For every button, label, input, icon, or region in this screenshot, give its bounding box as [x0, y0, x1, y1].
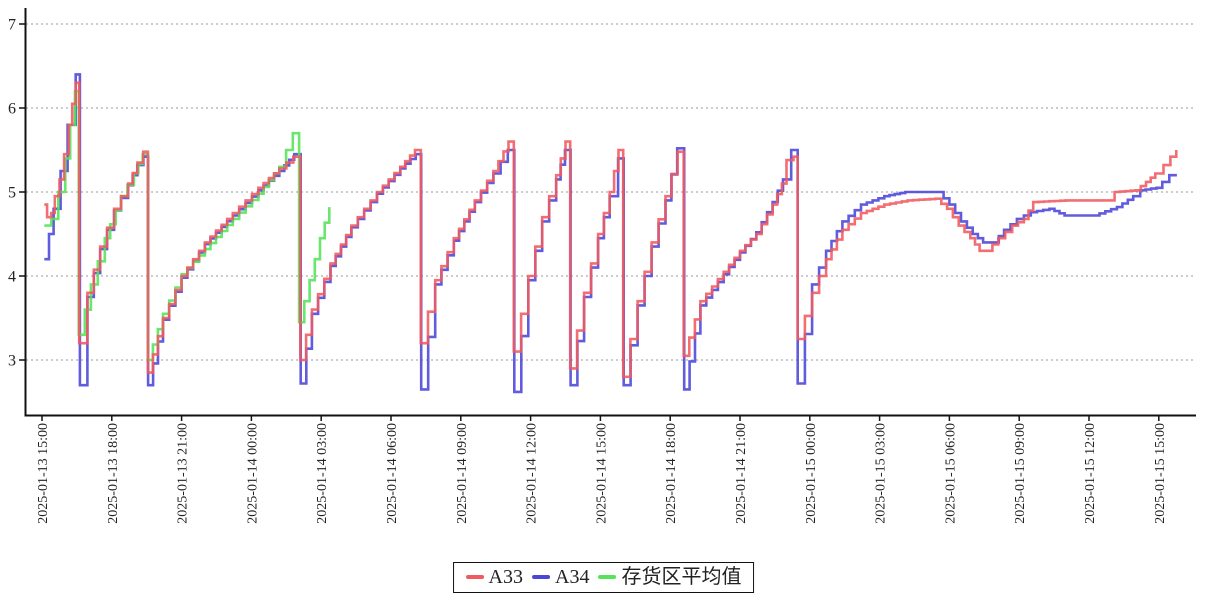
- legend-label-a34: A34: [555, 566, 590, 588]
- y-tick-label: 7: [8, 17, 16, 34]
- x-tick-label: 2025-01-13 18:00: [106, 423, 121, 524]
- x-tick-label: 2025-01-15 09:00: [1013, 423, 1028, 524]
- x-tick-label: 2025-01-14 06:00: [385, 423, 400, 524]
- x-tick-label: 2025-01-14 12:00: [525, 423, 540, 524]
- legend: A33 A34 存货区平均值: [452, 562, 755, 593]
- a34-line-swatch: [532, 575, 550, 579]
- y-tick-label: 5: [8, 185, 16, 202]
- storage-area-average-line-swatch: [598, 575, 617, 579]
- legend-label-storage-area-average: 存货区平均值: [621, 566, 742, 588]
- x-tick-label: 2025-01-15 06:00: [943, 423, 958, 524]
- line-chart: 7 6 5 4 3 2025-01-13 15:00 2025-01-13 18:00 202…: [8, 8, 1196, 524]
- y-tick-label: 6: [8, 101, 16, 118]
- x-tick-label: 2025-01-15 00:00: [804, 423, 819, 524]
- x-tick-label: 2025-01-15 15:00: [1153, 423, 1168, 524]
- a33-line: [44, 81, 1178, 379]
- x-tick-label: 2025-01-14 00:00: [245, 423, 260, 524]
- y-tick-label: 4: [8, 269, 16, 286]
- x-tick-label: 2025-01-13 21:00: [176, 423, 191, 524]
- legend-label-a33: A33: [488, 566, 523, 588]
- x-tick-label: 2025-01-13 15:00: [36, 423, 51, 524]
- legend-item-a34[interactable]: A34: [532, 565, 589, 589]
- legend-item-a33[interactable]: A33: [465, 565, 523, 589]
- x-tick-label: 2025-01-15 12:00: [1083, 423, 1098, 524]
- legend-item-storage-area-average[interactable]: 存货区平均值: [598, 565, 741, 589]
- x-tick-label: 2025-01-15 03:00: [874, 423, 889, 524]
- x-tick-label: 2025-01-14 15:00: [594, 423, 609, 524]
- x-tick-label: 2025-01-14 09:00: [455, 423, 470, 524]
- x-tick-label: 2025-01-14 03:00: [315, 423, 330, 524]
- x-tick-label: 2025-01-14 21:00: [734, 423, 749, 524]
- y-tick-label: 3: [8, 353, 16, 370]
- x-tick-label: 2025-01-14 18:00: [664, 423, 679, 524]
- a33-line-swatch: [465, 575, 484, 579]
